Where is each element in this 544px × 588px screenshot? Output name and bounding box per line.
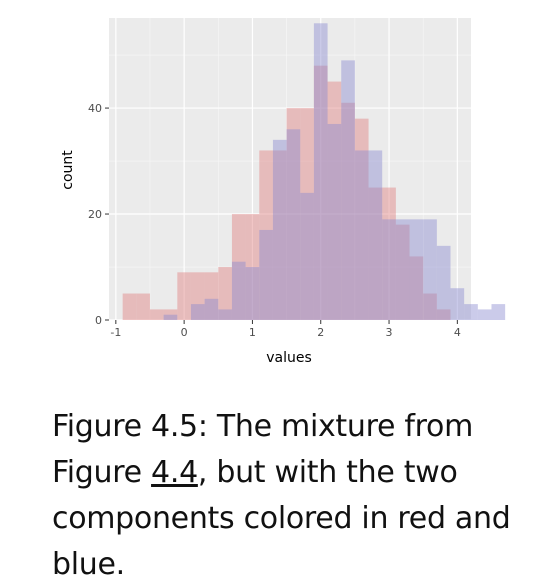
blue-histogram-bar [368,150,383,320]
caption-prefix: Figure 4.5: The mixture from Figure [52,409,473,490]
red-histogram-bar [163,309,178,320]
x-tick-label: 2 [317,326,324,339]
blue-histogram-bar [450,288,465,320]
red-histogram-bar [136,293,150,320]
x-tick-label: 3 [386,326,393,339]
blue-histogram-bar [354,150,369,320]
figure-caption: Figure 4.5: The mixture from Figure 4.4,… [52,404,522,588]
blue-histogram-bar [259,229,273,320]
y-tick-label: 20 [88,208,102,221]
blue-histogram-bar [477,309,492,320]
blue-histogram-bar [190,304,205,320]
red-histogram-bar [327,81,342,320]
blue-histogram-bar [272,139,287,320]
y-tick-label: 40 [88,102,102,115]
red-histogram-bar [313,65,328,321]
blue-histogram-bar [313,23,328,320]
y-axis-title: count [60,150,76,190]
histogram-chart: -1 0 1 2 3 4 0 20 40 values count [60,18,506,366]
x-tick-label: 0 [181,326,188,339]
blue-histogram-bar [286,129,301,320]
x-axis-title: values [266,350,312,366]
blue-histogram-bar [163,314,178,320]
red-histogram-bar [354,118,369,321]
red-histogram-bar [231,214,246,320]
red-histogram-bar [177,272,191,320]
y-tick-label: 0 [95,314,102,327]
red-histogram-bar [272,150,287,320]
blue-histogram-bar [231,261,246,320]
red-histogram-bar [245,214,260,320]
red-histogram-bar [122,293,137,320]
red-histogram-bar [341,102,355,320]
red-histogram-bar [149,309,164,320]
red-histogram-bar [259,150,273,320]
red-histogram-bar [395,224,410,320]
blue-histogram-bar [382,219,396,320]
blue-histogram-bar [341,60,355,321]
blue-histogram-bar [245,267,260,320]
blue-histogram-bar [464,304,478,320]
red-histogram-bar [423,293,437,320]
red-histogram-bar [382,187,396,320]
blue-histogram-bar [300,192,314,320]
blue-histogram-bar [491,304,506,320]
x-tick-label: -1 [110,326,121,339]
red-histogram-bar [409,256,424,320]
red-histogram-bar [218,267,232,320]
grid-lines [109,18,471,321]
figure-reference-link[interactable]: 4.4 [151,455,198,490]
red-histogram-bar [300,108,314,320]
blue-histogram-bar [218,309,232,320]
x-axis: -1 0 1 2 3 4 [110,320,461,339]
caption-suffix: , but with the two components colored in… [52,455,511,582]
red-histogram-bar [190,272,205,320]
blue-component-bars [163,23,506,321]
blue-histogram-bar [409,219,424,320]
x-tick-label: 1 [249,326,256,339]
plot-panel [109,18,471,320]
y-axis: 0 20 40 [88,102,109,327]
red-component-bars [122,65,451,321]
x-tick-label: 4 [454,326,461,339]
red-histogram-bar [204,272,219,320]
red-histogram-bar [286,108,301,320]
blue-histogram-bar [204,298,219,320]
blue-histogram-bar [395,219,410,320]
red-histogram-bar [436,309,451,320]
blue-histogram-bar [327,123,342,321]
blue-histogram-bar [423,219,437,320]
red-histogram-bar [368,187,383,320]
blue-histogram-bar [436,245,451,320]
